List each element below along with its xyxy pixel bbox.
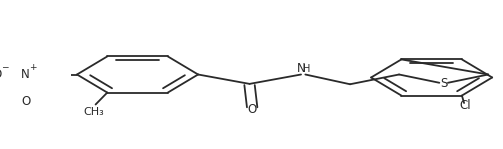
Text: Cl: Cl	[460, 100, 471, 112]
Text: −: −	[2, 63, 9, 72]
Text: N: N	[297, 62, 305, 75]
Text: O: O	[247, 103, 257, 117]
Text: +: +	[30, 63, 37, 72]
Text: O: O	[0, 68, 2, 81]
Text: O: O	[21, 95, 30, 108]
Text: N: N	[21, 68, 30, 81]
Text: CH₃: CH₃	[83, 107, 104, 117]
Text: S: S	[440, 77, 447, 90]
Text: H: H	[303, 63, 310, 74]
